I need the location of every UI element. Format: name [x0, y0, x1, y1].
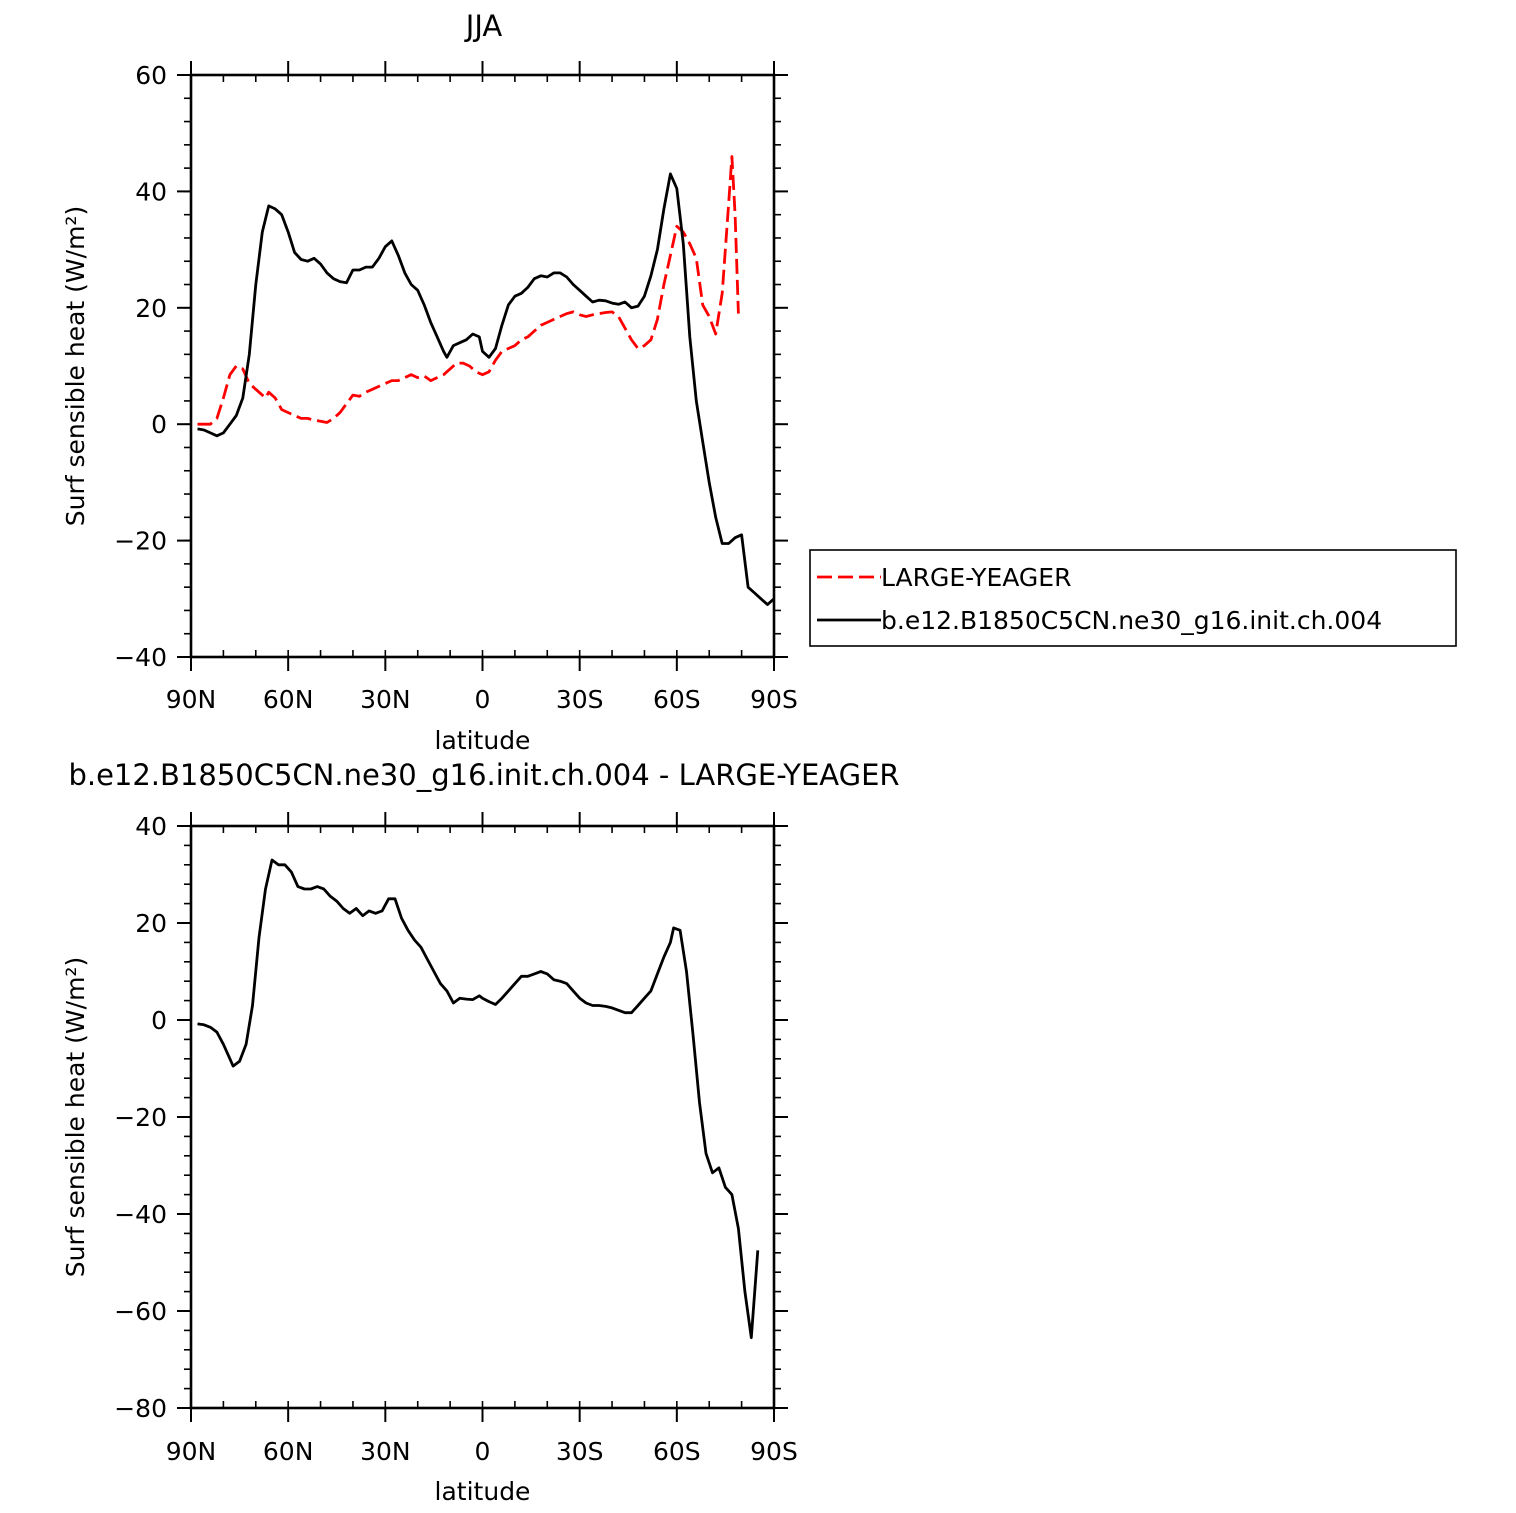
y-tick-label: −20: [114, 527, 167, 556]
legend: LARGE-YEAGER b.e12.B1850C5CN.ne30_g16.in…: [809, 549, 1457, 647]
x-tick-label: 30S: [556, 685, 604, 714]
y-tick-label: 60: [135, 61, 167, 90]
x-tick-label: 30N: [360, 1437, 411, 1466]
y-axis-title: Surf sensible heat (W/m²): [61, 206, 90, 526]
plot-frame: [189, 824, 776, 1410]
x-tick-label: 90N: [166, 1437, 217, 1466]
x-tick-label: 60S: [653, 1437, 701, 1466]
series-line-1: [197, 172, 774, 606]
y-tick-label: 40: [135, 177, 167, 206]
y-tick-label: 20: [135, 294, 167, 323]
x-tick-label: 60N: [263, 685, 314, 714]
y-tick-label: 0: [151, 410, 167, 439]
x-tick-label: 0: [475, 685, 491, 714]
plot-title: JJA: [464, 9, 503, 43]
x-tick-label: 60S: [653, 685, 701, 714]
y-tick-label: −40: [114, 1200, 167, 1229]
legend-box: [809, 549, 1457, 647]
series-line-0: [197, 858, 760, 1340]
plot-title: b.e12.B1850C5CN.ne30_g16.init.ch.004 - L…: [68, 758, 899, 792]
x-tick-label: 0: [475, 1437, 491, 1466]
x-tick-label: 90N: [166, 685, 217, 714]
y-tick-label: −60: [114, 1297, 167, 1326]
legend-label-control: LARGE-YEAGER: [881, 563, 1071, 592]
x-tick-label: 30N: [360, 685, 411, 714]
y-axis-title: Surf sensible heat (W/m²): [61, 957, 90, 1277]
y-tick-label: −40: [114, 643, 167, 672]
y-tick-label: 40: [135, 812, 167, 841]
x-axis-title: latitude: [435, 1477, 531, 1506]
y-tick-label: 0: [151, 1006, 167, 1035]
top-panel: 90N 60N 30N 0 30S 60S 90S −40 −20 0 20 40 60 JJA latit…: [61, 9, 798, 755]
x-axis-title: latitude: [435, 726, 531, 755]
y-tick-label: −20: [114, 1103, 167, 1132]
x-tick-label: 90S: [750, 1437, 798, 1466]
x-tick-label: 60N: [263, 1437, 314, 1466]
bottom-panel: 90N 60N 30N 0 30S 60S 90S −80 −60 −40 −20 0 20 40 b.e1…: [61, 758, 900, 1506]
y-tick-label: −80: [114, 1394, 167, 1423]
plot-frame: [189, 73, 776, 659]
series-line-0: [197, 155, 740, 426]
x-tick-label: 90S: [750, 685, 798, 714]
x-tick-label: 30S: [556, 1437, 604, 1466]
y-tick-label: 20: [135, 909, 167, 938]
legend-label-case: b.e12.B1850C5CN.ne30_g16.init.ch.004: [881, 606, 1382, 635]
